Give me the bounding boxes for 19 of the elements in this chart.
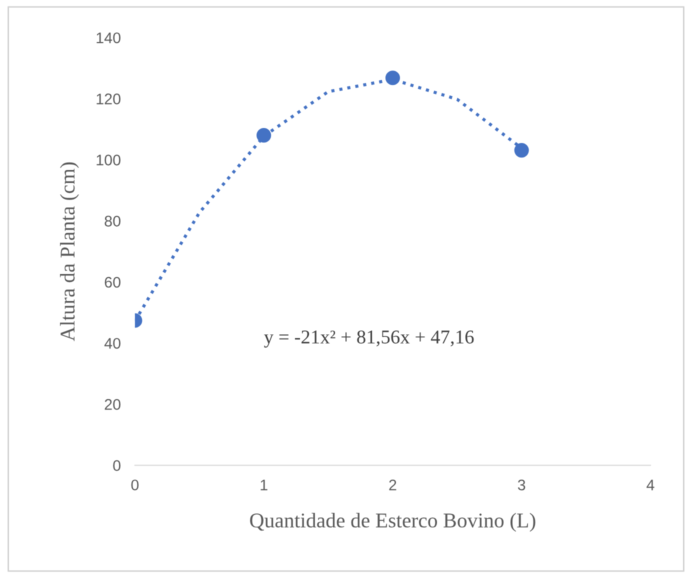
y-tick-label: 40 xyxy=(104,338,120,349)
x-tick-label: 2 xyxy=(389,480,396,490)
y-tick-label: 20 xyxy=(104,399,120,410)
x-tick-label: 3 xyxy=(518,480,526,490)
y-tick-label: 120 xyxy=(96,94,120,104)
point xyxy=(385,70,400,86)
y-axis-title: Altura da Planta (cm) xyxy=(60,162,79,342)
y-tick-label: 80 xyxy=(104,216,120,227)
x-tick-label: 0 xyxy=(131,480,139,490)
point xyxy=(256,128,272,143)
x-tick-label: 4 xyxy=(646,480,654,490)
y-tick-label: 0 xyxy=(113,460,120,471)
x-tick-label: 1 xyxy=(260,480,268,490)
y-tick-label: 100 xyxy=(96,154,120,166)
annotation: y = -21x² + 81,56x + 47,16 xyxy=(264,330,474,348)
point xyxy=(514,143,529,158)
y-tick-label: 60 xyxy=(104,276,120,288)
x-axis-title: Quantidade de Esterco Bovino (L) xyxy=(250,512,536,532)
y-tick-label: 140 xyxy=(96,32,120,44)
